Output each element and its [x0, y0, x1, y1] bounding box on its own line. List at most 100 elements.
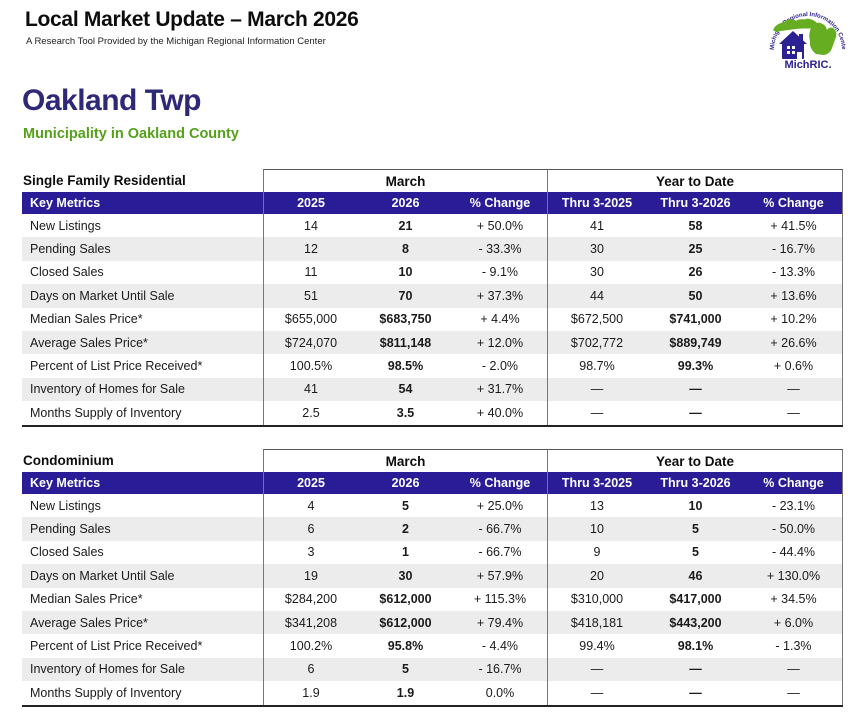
cell-march-2025: 1.9: [263, 681, 358, 705]
metric-label: Median Sales Price*: [30, 312, 143, 327]
table-rows: New Listings 4 5 + 25.0% 13 10- 23.1% Pending …: [22, 494, 843, 705]
column-header-thru-2025: Thru 3-2025: [547, 192, 646, 214]
table-row: Median Sales Price* $284,200 $612,000 + 115…: [22, 587, 843, 611]
cell-ytd-2026: —: [689, 662, 702, 677]
house-door: [797, 52, 802, 59]
table-title: Single Family Residential: [23, 173, 186, 188]
table-row: Pending Sales 12 8 - 33.3% 30 25 - 16.7%: [22, 237, 843, 261]
cell-march-2025: 19: [263, 564, 358, 588]
cell-march-2026: $811,148: [379, 335, 432, 350]
cell-march-2026: 2: [402, 522, 409, 537]
metric-label: Days on Market Until Sale: [30, 568, 175, 583]
logo-brand-text: MichRIC.: [784, 59, 831, 70]
cell-march-2025: $284,200: [263, 587, 358, 611]
table-row: Days on Market Until Sale 51 70 + 37.3% 44 50…: [22, 284, 843, 308]
cell-ytd-pct-change: + 6.0%: [745, 610, 843, 635]
cell-march-2026: 54: [398, 382, 413, 397]
cell-ytd-pct-change: - 13.3%: [745, 260, 843, 285]
metric-label: Pending Sales: [30, 522, 111, 537]
table-row: Months Supply of Inventory 2.5 3.5 + 40.0% —…: [22, 401, 843, 425]
table-row: Pending Sales 6 2 - 66.7% 10 5 - 50.0%: [22, 517, 843, 541]
cell-ytd-2025: 41: [547, 214, 646, 238]
cell-march-2025: $724,070: [263, 330, 358, 355]
cell-ytd-2026: 25: [688, 242, 703, 257]
cell-march-2025: 3: [263, 540, 358, 565]
cell-march-2026: 10: [398, 265, 413, 280]
cell-march-pct-change: + 57.9%: [476, 568, 524, 583]
cell-ytd-pct-change: + 130.0%: [745, 564, 843, 588]
cell-march-2026: 3.5: [396, 405, 415, 420]
cell-ytd-2026: 5: [692, 545, 699, 560]
house-window: [792, 46, 795, 49]
metric-label: Inventory of Homes for Sale: [30, 662, 185, 677]
cell-march-2025: 12: [263, 237, 358, 261]
house-window: [792, 51, 795, 54]
cell-march-pct-change: + 31.7%: [476, 382, 524, 397]
cell-ytd-2026: $889,749: [669, 335, 722, 350]
cell-ytd-2026: 99.3%: [677, 359, 714, 374]
group-header-march: March: [263, 169, 547, 192]
cell-ytd-2025: 13: [547, 494, 646, 518]
cell-ytd-pct-change: + 26.6%: [745, 330, 843, 355]
table-row: Inventory of Homes for Sale 6 5 - 16.7% — — —: [22, 657, 843, 682]
metric-label: Median Sales Price*: [30, 592, 143, 607]
table-row: New Listings 4 5 + 25.0% 13 10 - 23.1%: [22, 494, 843, 518]
michigan-lower-peninsula-shape: [809, 22, 837, 55]
cell-ytd-2026: 5: [692, 522, 699, 537]
table-row: New Listings 14 21 + 50.0% 41 58 + 41.5%: [22, 214, 843, 238]
cell-march-2026: 30: [398, 568, 413, 583]
cell-march-2026: 1.9: [396, 685, 415, 700]
michric-logo: Michigan Regional Information Center Mic…: [767, 0, 848, 71]
cell-march-2026: 5: [402, 662, 409, 677]
cell-march-2026: $612,000: [379, 615, 432, 630]
metric-label: Months Supply of Inventory: [30, 685, 182, 700]
report-title: Local Market Update – March 2026: [25, 8, 359, 31]
cell-ytd-2026: 10: [688, 498, 703, 513]
cell-ytd-2026: 50: [688, 288, 703, 303]
cell-march-pct-change: - 9.1%: [481, 265, 519, 280]
cell-ytd-pct-change: - 50.0%: [745, 517, 843, 541]
cell-ytd-2025: —: [547, 401, 646, 425]
cell-march-pct-change: - 2.0%: [481, 359, 519, 374]
metric-label: Average Sales Price*: [30, 335, 148, 350]
metric-label: Closed Sales: [30, 265, 104, 280]
table-title: Condominium: [23, 453, 114, 468]
cell-ytd-pct-change: + 34.5%: [745, 587, 843, 611]
cell-ytd-pct-change: + 0.6%: [745, 354, 843, 378]
metric-label: Percent of List Price Received*: [30, 359, 203, 374]
metric-label: Percent of List Price Received*: [30, 639, 203, 654]
cell-march-2025: $655,000: [263, 307, 358, 331]
metric-label: Days on Market Until Sale: [30, 288, 175, 303]
group-header-year-to-date: Year to Date: [547, 169, 843, 192]
group-header-march: March: [263, 449, 547, 472]
metric-label: Closed Sales: [30, 545, 104, 560]
cell-march-2025: 6: [263, 517, 358, 541]
cell-march-pct-change: 0.0%: [485, 685, 515, 700]
cell-march-pct-change: - 33.3%: [478, 242, 522, 257]
column-header-ytd-pct-change: % Change: [745, 192, 843, 214]
cell-ytd-pct-change: + 10.2%: [745, 307, 843, 331]
michigan-upper-peninsula-shape: [773, 18, 818, 32]
cell-march-pct-change: + 115.3%: [473, 592, 527, 607]
cell-march-pct-change: - 4.4%: [481, 639, 519, 654]
cell-march-2025: 6: [263, 657, 358, 682]
table-row: Closed Sales 11 10 - 9.1% 30 26 - 13.3%: [22, 260, 843, 285]
cell-ytd-2025: $672,500: [547, 307, 646, 331]
column-header-2025: 2025: [263, 192, 358, 214]
house-roof: [779, 31, 807, 44]
cell-ytd-pct-change: + 13.6%: [745, 284, 843, 308]
cell-ytd-2025: 99.4%: [547, 634, 646, 658]
column-header-thru-2026: Thru 3-2026: [660, 476, 731, 490]
table-row: Median Sales Price* $655,000 $683,750 + 4.4…: [22, 307, 843, 331]
cell-march-pct-change: + 37.3%: [476, 288, 524, 303]
metric-label: Inventory of Homes for Sale: [30, 382, 185, 397]
cell-ytd-2026: 26: [688, 265, 703, 280]
column-header-2025: 2025: [263, 472, 358, 494]
table-group-header-row: Condominium March Year to Date: [22, 449, 843, 472]
cell-ytd-2026: $443,200: [669, 615, 722, 630]
cell-ytd-2025: 20: [547, 564, 646, 588]
metric-label: Pending Sales: [30, 242, 111, 257]
metric-label: Average Sales Price*: [30, 615, 148, 630]
table-row: Months Supply of Inventory 1.9 1.9 0.0% — — —: [22, 681, 843, 705]
